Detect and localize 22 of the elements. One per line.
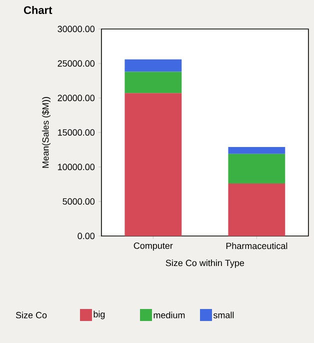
- legend-label: small: [213, 312, 234, 318]
- y-tick-label: 20000.00: [58, 94, 95, 102]
- bar: [228, 154, 286, 184]
- bar: [124, 72, 182, 94]
- y-tick-label: 15000.00: [58, 129, 95, 136]
- y-tick-label: 10000.00: [58, 164, 95, 170]
- legend-title: Size Co: [16, 312, 47, 318]
- bar: [228, 184, 286, 236]
- chart-title: Chart: [24, 6, 52, 14]
- x-axis-title: Size Co within Type: [166, 260, 244, 268]
- y-tick-label: 25000.00: [58, 60, 95, 67]
- x-tick-label: Computer: [134, 242, 173, 251]
- bar: [124, 59, 182, 72]
- bar: [228, 146, 286, 154]
- y-axis-title: Mean(Sales ($M)): [42, 97, 50, 168]
- bar: [124, 93, 182, 236]
- y-tick-label: 0.00: [78, 232, 95, 240]
- legend-label: big: [94, 310, 105, 320]
- legend-label: medium: [154, 312, 185, 318]
- y-tick-label: 30000.00: [58, 26, 95, 32]
- x-tick-label: Pharmaceutical: [226, 242, 288, 250]
- y-tick-label: 5000.00: [62, 198, 95, 205]
